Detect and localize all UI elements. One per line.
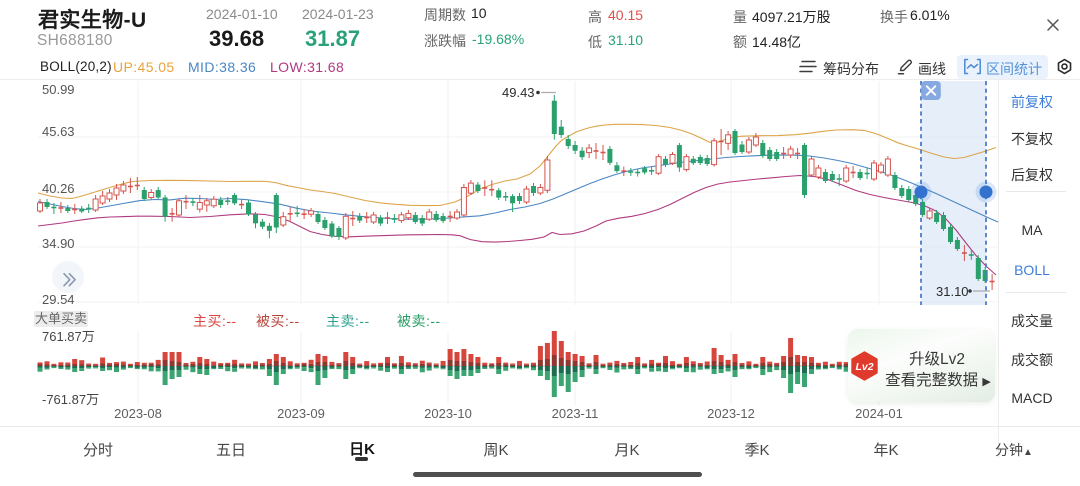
svg-text:Lv2: Lv2 (855, 361, 873, 373)
